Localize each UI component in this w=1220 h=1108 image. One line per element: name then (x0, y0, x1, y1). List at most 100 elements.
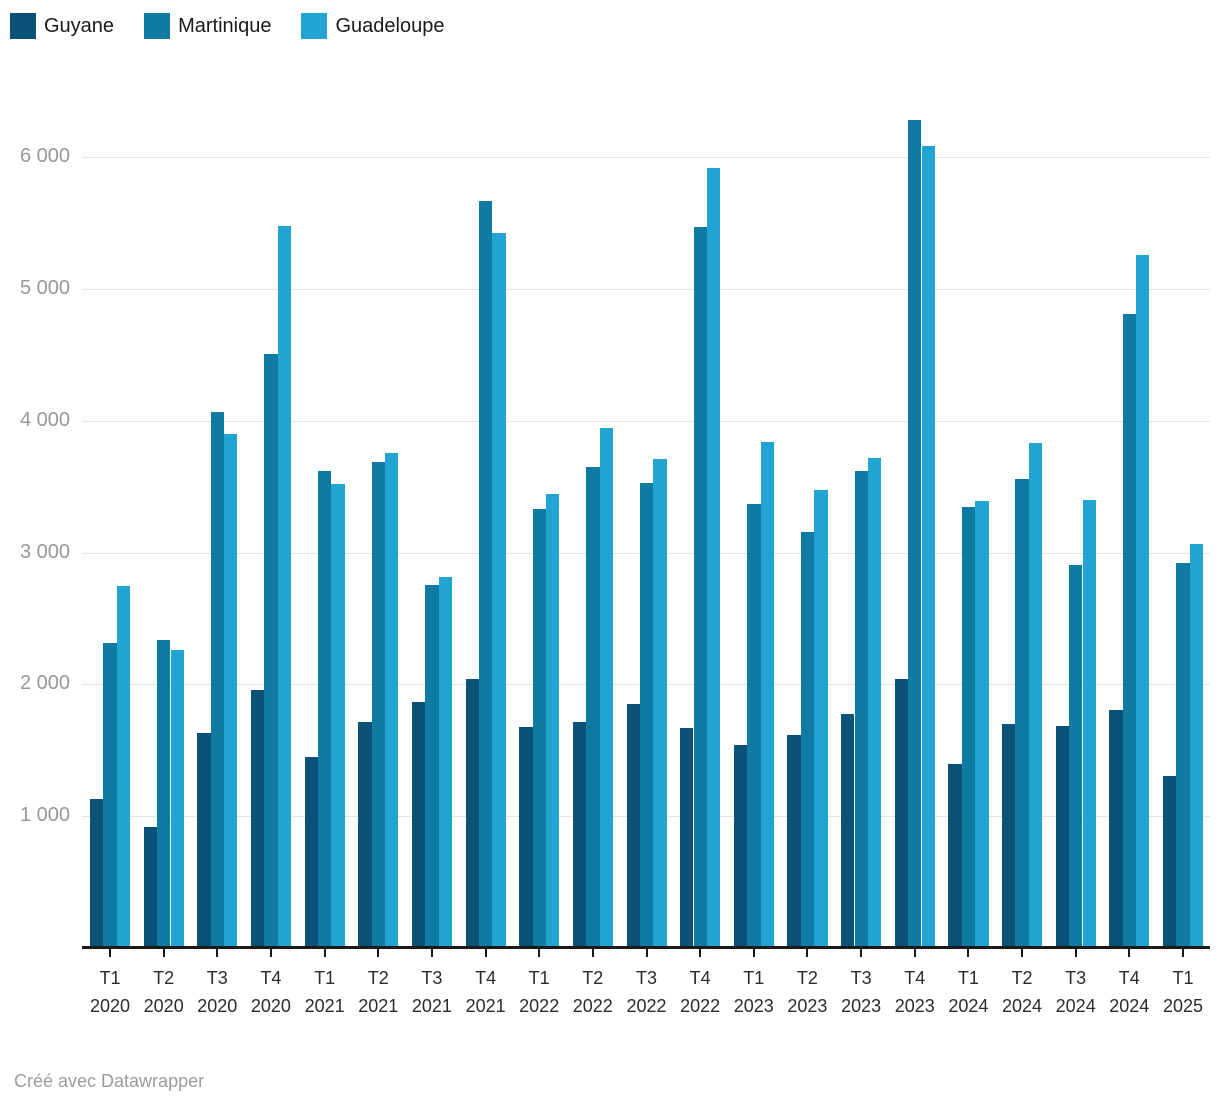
bar-martinique-t2-2022[interactable] (586, 467, 600, 947)
bar-guyane-t4-2022[interactable] (680, 728, 694, 947)
bar-martinique-t1-2024[interactable] (961, 506, 976, 947)
bar-guadeloupe-t4-2021[interactable] (492, 232, 506, 947)
y-axis-label-3000: 3 000 (19, 540, 70, 563)
bar-guadeloupe-t1-2020[interactable] (116, 585, 131, 947)
x-axis-label-t3-2024: T3 2024 (1055, 968, 1096, 1016)
bar-guadeloupe-t1-2024[interactable] (975, 501, 989, 947)
x-axis-label-t2-2020: T2 2020 (143, 968, 184, 1016)
y-axis-label-5000: 5 000 (19, 276, 70, 299)
x-axis-label-t4-2021: T4 2021 (465, 968, 506, 1016)
bar-martinique-t1-2023[interactable] (747, 504, 761, 947)
bar-guyane-t4-2023[interactable] (894, 679, 909, 947)
x-axis-tick-t1-2022 (538, 949, 541, 957)
bar-guadeloupe-t2-2021[interactable] (385, 452, 399, 947)
bar-guadeloupe-t4-2024[interactable] (1136, 254, 1150, 947)
x-axis-tick-t2-2021 (377, 949, 380, 957)
bar-guyane-t1-2021[interactable] (304, 757, 318, 947)
bar-martinique-t2-2021[interactable] (371, 461, 385, 947)
bar-guadeloupe-t1-2021[interactable] (331, 484, 345, 947)
x-axis-label-t1-2021: T1 2021 (304, 968, 345, 1016)
bar-guyane-t3-2021[interactable] (411, 701, 426, 947)
y-axis-label-2000: 2 000 (19, 672, 70, 695)
bar-guyane-t1-2022[interactable] (519, 726, 533, 947)
bar-guyane-t3-2020[interactable] (197, 733, 211, 947)
x-axis-label-t2-2022: T2 2022 (572, 968, 613, 1016)
y-axis-label-4000: 4 000 (19, 408, 70, 431)
bar-guadeloupe-t2-2024[interactable] (1028, 443, 1043, 947)
x-axis-tick-t2-2023 (806, 949, 809, 957)
bar-martinique-t1-2025[interactable] (1176, 563, 1190, 947)
x-axis-label-t1-2025: T1 2025 (1162, 968, 1204, 1016)
bar-guadeloupe-t1-2022[interactable] (546, 493, 560, 947)
x-axis-tick-t3-2023 (860, 949, 863, 957)
bar-guyane-t1-2024[interactable] (948, 763, 962, 947)
x-axis-label-t4-2020: T4 2020 (250, 968, 291, 1016)
bar-guadeloupe-t4-2022[interactable] (706, 167, 721, 947)
bar-martinique-t3-2022[interactable] (639, 482, 654, 947)
x-axis-label-t3-2023: T3 2023 (841, 968, 882, 1016)
y-axis-label-6000: 6 000 (19, 145, 70, 167)
bar-guadeloupe-t2-2022[interactable] (599, 427, 613, 947)
bar-guadeloupe-t4-2020[interactable] (277, 225, 292, 947)
x-axis-tick-t2-2024 (1021, 949, 1023, 957)
x-axis-tick-t3-2021 (430, 949, 433, 957)
bar-martinique-t2-2023[interactable] (800, 531, 815, 947)
bar-martinique-t4-2023[interactable] (908, 120, 922, 947)
bar-guyane-t2-2022[interactable] (572, 721, 587, 947)
bar-martinique-t4-2021[interactable] (478, 200, 493, 947)
legend-item-martinique: Martinique (144, 13, 271, 39)
gridline-6000 (82, 157, 1210, 158)
bar-guadeloupe-t3-2021[interactable] (438, 576, 453, 947)
bar-martinique-t4-2024[interactable] (1122, 314, 1137, 947)
bar-guyane-t4-2024[interactable] (1109, 709, 1123, 947)
x-axis-label-t1-2024: T1 2024 (948, 968, 989, 1016)
x-axis-tick-t1-2021 (323, 949, 326, 957)
x-axis-tick-t2-2022 (591, 949, 594, 957)
x-axis-label-t3-2020: T3 2020 (197, 968, 238, 1016)
bar-guyane-t3-2023[interactable] (841, 713, 855, 947)
bar-martinique-t4-2020[interactable] (264, 353, 278, 948)
bar-guyane-t2-2023[interactable] (787, 734, 801, 947)
bar-martinique-t3-2024[interactable] (1069, 564, 1083, 947)
bar-guadeloupe-t1-2023[interactable] (760, 442, 774, 947)
bar-guadeloupe-t3-2020[interactable] (224, 434, 238, 947)
bar-guyane-t1-2025[interactable] (1163, 775, 1177, 947)
x-axis-label-t2-2021: T2 2021 (358, 968, 399, 1016)
bar-guyane-t2-2024[interactable] (1002, 724, 1016, 947)
bar-martinique-t1-2022[interactable] (532, 509, 546, 947)
bar-martinique-t3-2020[interactable] (210, 411, 225, 947)
bar-martinique-t3-2021[interactable] (425, 584, 439, 947)
bar-guyane-t1-2023[interactable] (733, 745, 748, 947)
bar-martinique-t2-2020[interactable] (157, 639, 171, 947)
bar-guyane-t4-2021[interactable] (465, 679, 479, 947)
x-axis-label-t3-2021: T3 2021 (411, 968, 452, 1016)
bar-guadeloupe-t1-2025[interactable] (1189, 543, 1204, 947)
x-axis-tick-t2-2020 (162, 949, 165, 957)
bar-guyane-t4-2020[interactable] (250, 689, 265, 947)
bar-guyane-t2-2021[interactable] (358, 721, 372, 947)
bar-guadeloupe-t4-2023[interactable] (921, 145, 935, 947)
bar-guadeloupe-t2-2023[interactable] (814, 489, 828, 947)
bar-martinique-t4-2022[interactable] (693, 227, 707, 947)
bar-guadeloupe-t3-2023[interactable] (867, 457, 882, 947)
bar-guyane-t2-2020[interactable] (143, 827, 158, 947)
legend-item-guyane: Guyane (10, 13, 114, 39)
bar-guyane-t3-2022[interactable] (626, 704, 640, 947)
x-axis-tick-t4-2021 (484, 949, 487, 957)
x-axis-tick-t1-2025 (1182, 949, 1184, 957)
bar-guadeloupe-t3-2024[interactable] (1082, 500, 1096, 947)
x-axis-label-t1-2020: T1 2020 (89, 968, 131, 1016)
bar-guyane-t3-2024[interactable] (1055, 725, 1070, 947)
x-axis-tick-t1-2024 (967, 949, 970, 957)
legend-swatch-martinique (144, 13, 171, 39)
bar-guadeloupe-t2-2020[interactable] (170, 650, 184, 947)
bar-martinique-t1-2020[interactable] (103, 642, 117, 947)
bar-martinique-t2-2024[interactable] (1015, 479, 1029, 947)
bar-martinique-t1-2021[interactable] (318, 471, 332, 947)
bar-martinique-t3-2023[interactable] (854, 471, 868, 947)
bar-guadeloupe-t3-2022[interactable] (653, 459, 667, 947)
x-axis-label-t4-2022: T4 2022 (680, 968, 721, 1016)
x-axis-label-t4-2023: T4 2023 (894, 968, 935, 1016)
bar-guyane-t1-2020[interactable] (90, 799, 104, 947)
legend-label-guyane: Guyane (44, 15, 115, 37)
